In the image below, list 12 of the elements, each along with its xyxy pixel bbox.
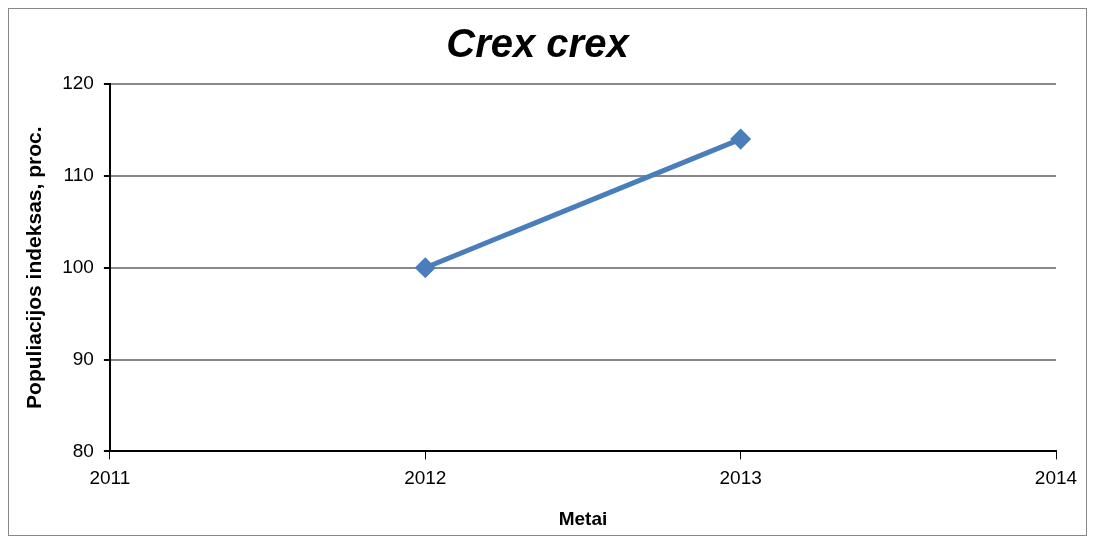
chart-title: Crex crex (446, 21, 631, 66)
y-tick-label: 100 (62, 255, 94, 277)
y-tick-label: 90 (72, 347, 94, 369)
y-axis-title: Populiacijos indeksas, proc. (22, 126, 46, 409)
x-axis-title: Metai (558, 507, 608, 529)
y-tick-label: 110 (63, 164, 94, 186)
x-tick-label: 2012 (404, 467, 447, 489)
x-tick-label: 2011 (89, 467, 131, 489)
x-tick-label: 2014 (1034, 467, 1078, 489)
x-tick-label: 2013 (719, 467, 762, 489)
y-tick-label: 120 (62, 72, 94, 94)
y-tick-label: 80 (72, 439, 94, 461)
